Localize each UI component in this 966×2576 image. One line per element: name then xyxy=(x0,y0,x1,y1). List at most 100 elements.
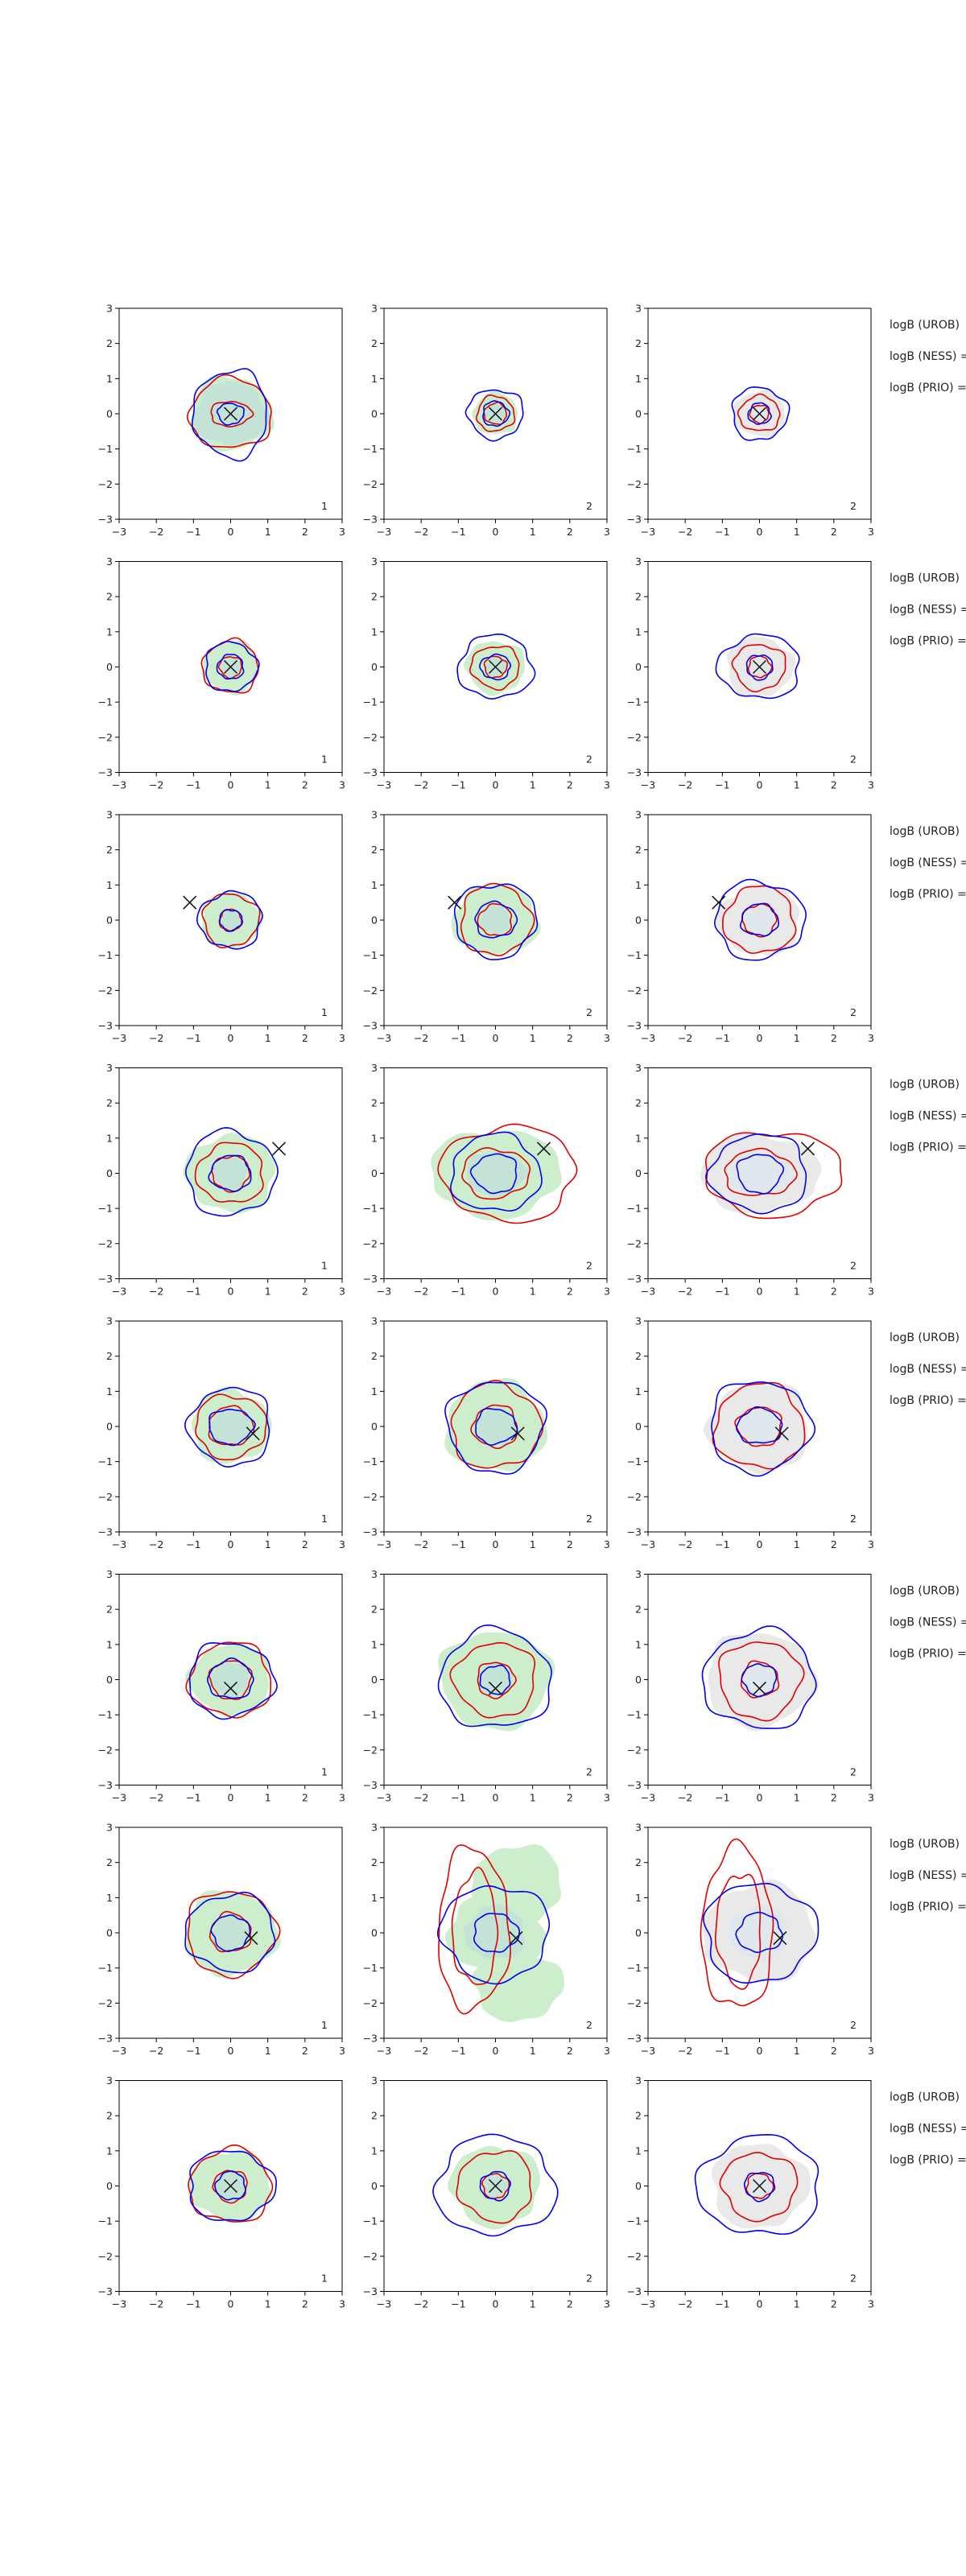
red-contour-outer xyxy=(737,393,781,431)
blue-contour-inner xyxy=(475,1407,518,1446)
panel-corner-label: 2 xyxy=(850,1766,857,1778)
y-tick-label: 1 xyxy=(106,879,113,891)
x-tick-label: 3 xyxy=(604,1286,610,1298)
x-tick-label: −1 xyxy=(186,779,200,791)
true-value-marker xyxy=(448,895,462,910)
y-tick-label: 1 xyxy=(371,1132,378,1144)
y-tick-label: 0 xyxy=(635,1927,642,1939)
y-tick-label: 1 xyxy=(371,373,378,385)
x-tick-label: 0 xyxy=(228,2045,234,2057)
x-tick-label: 3 xyxy=(339,1032,345,1044)
x-tick-label: 2 xyxy=(831,2045,837,2057)
panel-corner-label: 2 xyxy=(850,2019,857,2031)
true-value-marker xyxy=(536,1141,551,1156)
blue-contour-inner xyxy=(745,654,774,681)
x-tick-label: 0 xyxy=(228,526,234,538)
x-tick-label: 0 xyxy=(757,779,763,791)
y-tick-label: −3 xyxy=(627,1273,642,1285)
panel-corner-label: 2 xyxy=(850,1006,857,1018)
y-tick-label: 2 xyxy=(106,591,113,603)
y-tick-label: −3 xyxy=(98,1273,113,1285)
y-tick-label: −2 xyxy=(98,1491,113,1503)
x-tick-label: 0 xyxy=(228,1792,234,1804)
panel-corner-label: 2 xyxy=(850,1260,857,1272)
y-tick-label: −1 xyxy=(98,1709,113,1721)
x-tick-label: −2 xyxy=(414,779,428,791)
y-tick-label: 3 xyxy=(371,1315,378,1327)
x-tick-label: −1 xyxy=(186,1792,200,1804)
blue-contour-outer xyxy=(705,1133,807,1215)
x-tick-label: 2 xyxy=(831,1032,837,1044)
y-tick-label: −3 xyxy=(627,2033,642,2045)
y-tick-label: −3 xyxy=(363,1273,378,1285)
y-tick-label: 3 xyxy=(635,1315,642,1327)
x-tick-label: 3 xyxy=(339,526,345,538)
side-label-3: logB (PRIO) = xyxy=(890,1141,966,1154)
x-tick-label: 2 xyxy=(302,1538,308,1550)
x-tick-label: −1 xyxy=(715,2298,729,2310)
y-tick-label: −2 xyxy=(627,731,642,743)
blue-contour-outer xyxy=(192,368,267,462)
x-tick-label: 1 xyxy=(794,1538,800,1550)
blue-contour-outer xyxy=(196,890,263,950)
y-tick-label: 3 xyxy=(106,2074,113,2087)
panel-r5-c1: −3 −2 −1 0 1 2 3 −3 −2 −1 0 1 2 3 1 xyxy=(98,1315,345,1551)
panel-r2-c2: −3 −2 −1 0 1 2 3 −3 −2 −1 0 1 2 3 2 xyxy=(363,555,610,791)
x-tick-label: 2 xyxy=(567,1538,573,1550)
blue-contour-outer xyxy=(444,1381,548,1475)
true-value-marker xyxy=(488,1681,503,1695)
x-tick-label: −1 xyxy=(451,779,465,791)
true-value-marker xyxy=(773,1931,787,1946)
y-tick-label: −3 xyxy=(98,1526,113,1538)
y-tick-label: −2 xyxy=(627,478,642,490)
x-tick-label: −2 xyxy=(414,2045,428,2057)
true-value-marker xyxy=(488,407,503,421)
x-tick-label: 3 xyxy=(604,2298,610,2310)
x-tick-label: 1 xyxy=(265,2045,271,2057)
x-tick-label: −1 xyxy=(451,1286,465,1298)
panel-r7-c2: −3 −2 −1 0 1 2 3 −3 −2 −1 0 1 2 3 2 xyxy=(363,1822,610,2058)
true-value-marker xyxy=(488,659,503,675)
x-tick-label: −1 xyxy=(451,1792,465,1804)
y-tick-label: 0 xyxy=(106,1927,113,1939)
red-contour-inner xyxy=(461,1147,531,1200)
red-contour-inner xyxy=(212,2169,248,2204)
x-tick-label: 2 xyxy=(567,526,573,538)
red-contour-outer xyxy=(719,2152,799,2223)
y-tick-label: 0 xyxy=(635,1421,642,1433)
blue-contour-outer xyxy=(432,2133,559,2237)
y-tick-label: −2 xyxy=(627,1491,642,1503)
y-tick-label: 3 xyxy=(106,1822,113,1834)
true-value-marker xyxy=(752,407,767,421)
x-tick-label: 0 xyxy=(228,1032,234,1044)
y-tick-label: 0 xyxy=(371,1167,378,1179)
y-tick-label: 3 xyxy=(371,2074,378,2087)
y-tick-label: 2 xyxy=(635,337,642,349)
y-tick-label: −3 xyxy=(363,1020,378,1032)
y-tick-label: −3 xyxy=(363,766,378,778)
x-tick-label: −3 xyxy=(112,1538,126,1550)
blue-contour-inner xyxy=(208,1409,256,1447)
red-contour-outer xyxy=(460,882,535,956)
y-tick-label: −2 xyxy=(363,1997,378,2009)
x-tick-label: 3 xyxy=(868,2045,874,2057)
posterior-core xyxy=(212,1914,250,1951)
side-label-1: logB (UROB) xyxy=(890,1079,960,1092)
x-tick-label: 2 xyxy=(831,779,837,791)
y-tick-label: −2 xyxy=(363,2250,378,2262)
x-tick-label: −1 xyxy=(186,2298,200,2310)
y-tick-label: 3 xyxy=(371,1062,378,1074)
red-contour-inner xyxy=(186,374,272,448)
x-tick-label: −2 xyxy=(149,2298,163,2310)
side-label-3: logB (PRIO) = xyxy=(890,1394,966,1407)
y-tick-label: 1 xyxy=(635,1892,642,1904)
panel-r4-c1: −3 −2 −1 0 1 2 3 −3 −2 −1 0 1 2 3 1 xyxy=(98,1062,345,1298)
x-tick-label: 0 xyxy=(757,2298,763,2310)
blue-contour-outer xyxy=(464,389,524,442)
y-tick-label: −1 xyxy=(627,1962,642,1974)
y-tick-label: −1 xyxy=(98,1203,113,1215)
y-tick-label: −3 xyxy=(98,2033,113,2045)
x-tick-label: 2 xyxy=(831,2298,837,2310)
y-tick-label: 1 xyxy=(106,373,113,385)
y-tick-label: −2 xyxy=(627,1997,642,2009)
